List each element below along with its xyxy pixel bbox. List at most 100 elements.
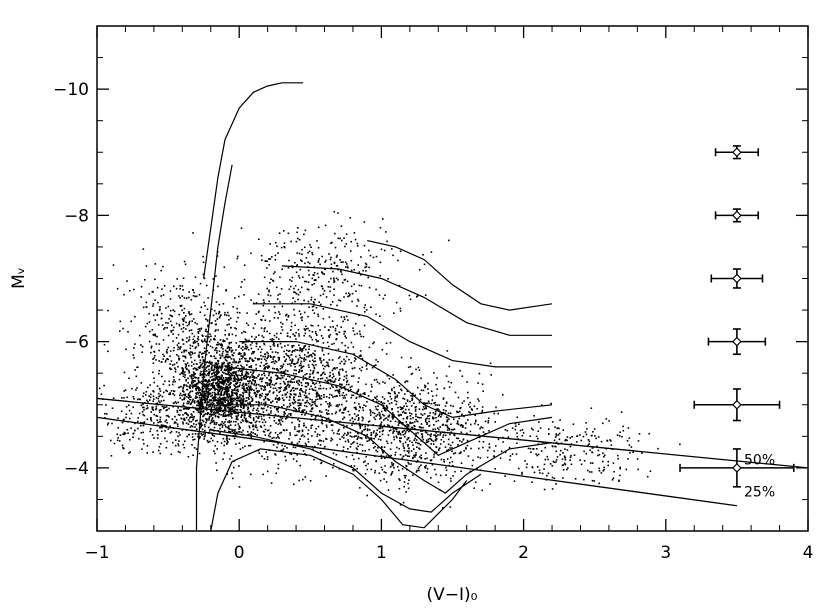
star-point xyxy=(331,343,333,345)
star-point xyxy=(192,377,195,380)
star-point xyxy=(370,383,373,386)
star-point xyxy=(263,372,265,375)
star-point xyxy=(424,402,426,404)
star-point xyxy=(550,402,552,405)
star-point xyxy=(314,330,317,333)
star-point xyxy=(209,338,212,341)
star-point xyxy=(149,399,151,401)
star-point xyxy=(248,413,251,416)
star-point xyxy=(404,393,406,395)
star-point xyxy=(175,431,178,433)
star-point xyxy=(222,340,225,343)
star-point xyxy=(154,333,156,335)
star-point xyxy=(337,405,339,408)
star-point xyxy=(162,339,165,341)
star-point xyxy=(421,414,424,416)
star-point xyxy=(293,363,296,365)
star-point xyxy=(169,320,172,323)
star-point xyxy=(308,335,311,337)
star-point xyxy=(239,384,241,386)
star-point xyxy=(297,227,299,229)
star-point xyxy=(285,313,288,316)
star-point xyxy=(308,376,311,379)
star-point xyxy=(181,367,184,369)
star-point xyxy=(407,430,410,433)
star-point xyxy=(263,374,266,377)
star-point xyxy=(594,435,596,437)
star-point xyxy=(227,421,229,423)
star-point xyxy=(274,454,277,456)
star-point xyxy=(162,294,165,296)
star-point xyxy=(345,292,347,295)
star-point xyxy=(272,392,275,394)
star-point xyxy=(336,333,339,336)
star-point xyxy=(412,456,414,459)
star-point xyxy=(229,378,231,380)
star-point xyxy=(305,348,307,351)
star-point xyxy=(360,369,363,372)
star-point xyxy=(427,440,430,443)
star-point xyxy=(211,410,213,412)
star-point xyxy=(358,314,360,316)
star-point xyxy=(469,406,471,408)
star-point xyxy=(418,456,421,458)
star-point xyxy=(241,373,243,375)
star-point xyxy=(153,351,156,353)
star-point xyxy=(212,411,215,414)
star-point xyxy=(155,396,158,399)
star-point xyxy=(154,408,157,411)
star-point xyxy=(305,280,308,283)
star-point xyxy=(437,434,439,436)
star-point xyxy=(541,472,544,475)
completeness-label-50: 50% xyxy=(744,453,775,469)
star-point xyxy=(607,464,609,467)
star-point xyxy=(346,425,348,427)
star-point xyxy=(191,436,194,438)
star-point xyxy=(622,425,624,428)
star-point xyxy=(304,332,307,335)
star-point xyxy=(558,438,561,441)
star-point xyxy=(308,274,310,276)
star-point xyxy=(445,410,447,412)
star-point xyxy=(387,419,389,421)
star-point xyxy=(234,424,237,426)
star-point xyxy=(201,401,204,403)
star-point xyxy=(245,420,248,422)
star-point xyxy=(344,408,346,411)
star-point xyxy=(254,323,256,325)
star-point xyxy=(285,409,288,411)
star-point xyxy=(425,464,427,467)
star-point xyxy=(257,416,260,419)
star-point xyxy=(468,411,470,413)
star-point xyxy=(150,347,153,349)
star-point xyxy=(251,352,253,355)
star-point xyxy=(569,456,572,459)
star-point xyxy=(304,262,306,265)
star-point xyxy=(270,348,272,350)
star-point xyxy=(287,355,290,357)
star-point xyxy=(238,358,241,360)
star-point xyxy=(210,421,212,423)
star-point xyxy=(404,441,407,444)
star-point xyxy=(291,346,294,348)
star-point xyxy=(182,330,184,333)
star-point xyxy=(178,378,181,381)
star-point xyxy=(324,268,326,271)
star-point xyxy=(606,439,608,442)
star-point xyxy=(338,392,341,395)
star-point xyxy=(227,413,230,416)
star-point xyxy=(440,413,443,416)
star-point xyxy=(382,429,385,432)
star-point xyxy=(224,388,226,390)
star-point xyxy=(239,381,241,384)
star-point xyxy=(447,448,450,451)
star-point xyxy=(407,444,409,446)
star-point xyxy=(229,431,231,433)
star-point xyxy=(555,434,558,437)
star-point xyxy=(243,377,245,380)
star-point xyxy=(362,409,365,412)
star-point xyxy=(195,295,198,298)
star-point xyxy=(230,357,233,360)
star-point xyxy=(190,376,193,379)
star-point xyxy=(295,381,298,383)
